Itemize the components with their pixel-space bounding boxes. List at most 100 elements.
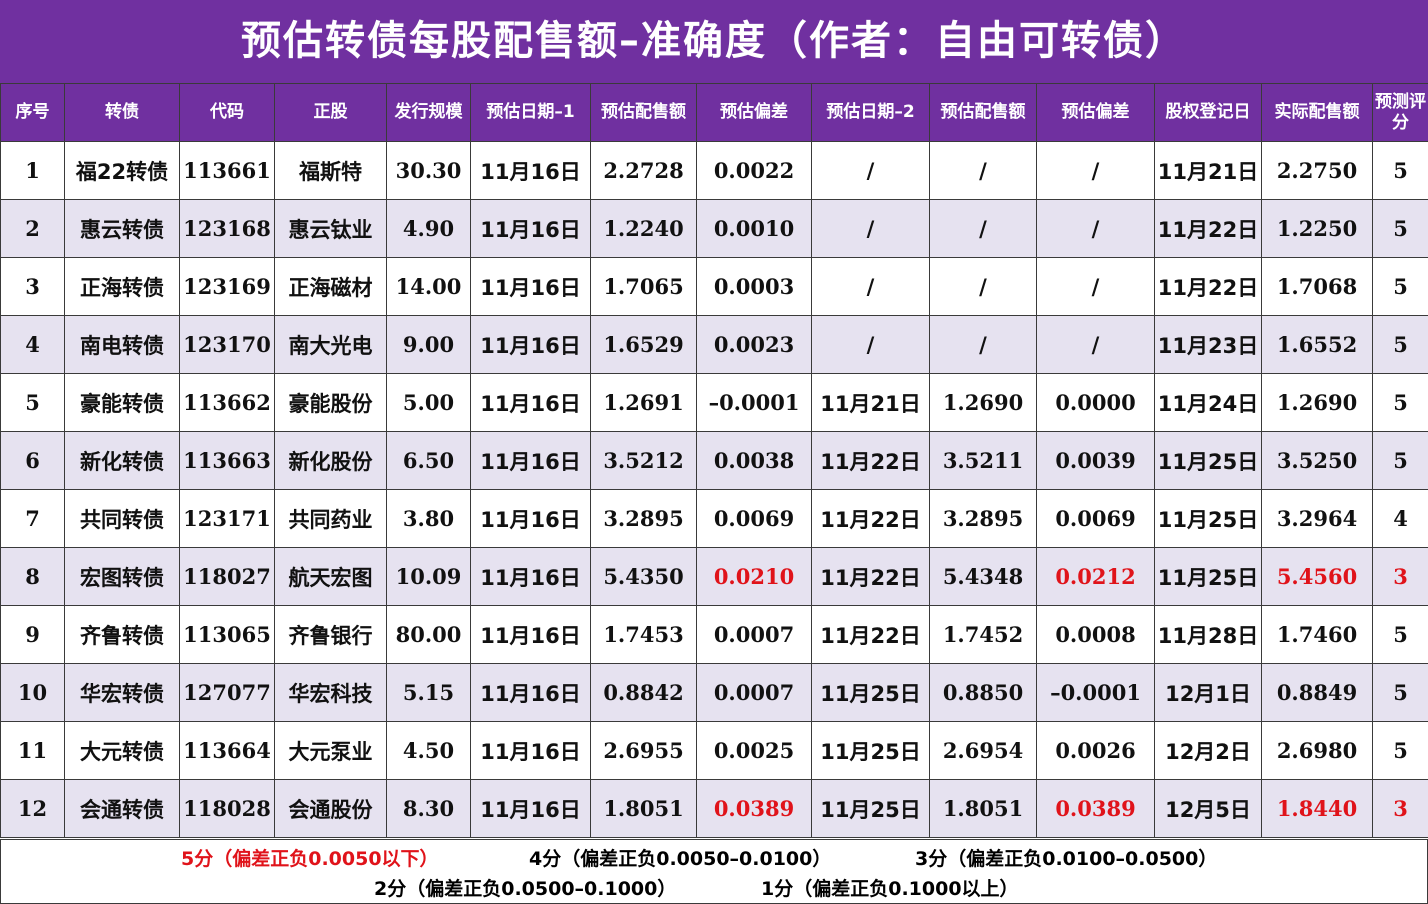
- table-cell: 11月22日: [1154, 257, 1262, 316]
- table-cell: 0.0025: [696, 721, 812, 780]
- table-cell: 1.8051: [590, 779, 697, 838]
- header-cell: 实际配售额: [1261, 83, 1373, 142]
- table-cell: 5: [1372, 199, 1428, 258]
- table-cell: 0.0023: [696, 315, 812, 374]
- table-cell: 0.0389: [696, 779, 812, 838]
- table-cell: 2.2728: [590, 141, 697, 200]
- table-cell: 新化股份: [274, 431, 387, 490]
- table-cell: /: [1036, 141, 1155, 200]
- table-cell: 福斯特: [274, 141, 387, 200]
- table-cell: /: [1036, 257, 1155, 316]
- table-cell: 123168: [179, 199, 275, 258]
- table-cell: 12月1日: [1154, 663, 1262, 722]
- table-cell: 11月16日: [470, 663, 591, 722]
- table-cell: 11月24日: [1154, 373, 1262, 432]
- table-cell: 8: [0, 547, 65, 606]
- table-row: 9 齐鲁转债 113065 齐鲁银行 80.00 11月16日 1.7453 0.0007 11…: [0, 605, 1428, 664]
- table-cell: 0.0008: [1036, 605, 1155, 664]
- table-cell: 0.0038: [696, 431, 812, 490]
- table-cell: 1.2250: [1261, 199, 1373, 258]
- table-cell: 9.00: [386, 315, 471, 374]
- table-cell: 10: [0, 663, 65, 722]
- table-cell: 118027: [179, 547, 275, 606]
- header-cell: 预估偏差: [696, 83, 812, 142]
- table-cell: 0.0022: [696, 141, 812, 200]
- table-cell: 5.4348: [929, 547, 1037, 606]
- header-cell: 预估配售额: [590, 83, 697, 142]
- table-cell: –0.0001: [696, 373, 812, 432]
- table-cell: 2.2750: [1261, 141, 1373, 200]
- table-cell: 11月22日: [811, 489, 930, 548]
- table-cell: 0.0039: [1036, 431, 1155, 490]
- table-cell: 11月21日: [1154, 141, 1262, 200]
- table-row: 3 正海转债 123169 正海磁材 14.00 11月16日 1.7065 0.0003//…: [0, 257, 1428, 316]
- table-cell: 0.0069: [696, 489, 812, 548]
- table-cell: 11月16日: [470, 373, 591, 432]
- table-cell: 11月25日: [811, 779, 930, 838]
- table-cell: 118028: [179, 779, 275, 838]
- table-cell: 0.0007: [696, 605, 812, 664]
- table-cell: 11月16日: [470, 199, 591, 258]
- table-cell: 3: [0, 257, 65, 316]
- table-cell: 5: [1372, 141, 1428, 200]
- table-cell: 10.09: [386, 547, 471, 606]
- table-cell: 正海转债: [64, 257, 180, 316]
- table-cell: 会通股份: [274, 779, 387, 838]
- table-cell: 5.4350: [590, 547, 697, 606]
- header-row: 序号 转债 代码 正股 发行规模 预估日期–1 预估配售额 预估偏差 预估日期–…: [0, 83, 1428, 142]
- table-cell: 正海磁材: [274, 257, 387, 316]
- table-cell: 0.0003: [696, 257, 812, 316]
- table-cell: 1.6529: [590, 315, 697, 374]
- table-body: 1 福22转债 113661 福斯特 30.30 11月16日 2.2728 0.0022//…: [0, 141, 1428, 838]
- table-cell: 11月16日: [470, 315, 591, 374]
- table-cell: 1.7453: [590, 605, 697, 664]
- table-cell: /: [811, 315, 930, 374]
- page-title: 预估转债每股配售额–准确度（作者：自由可转债）: [0, 0, 1428, 83]
- table-cell: 1.7452: [929, 605, 1037, 664]
- table-cell: 11月25日: [1154, 489, 1262, 548]
- header-cell: 预估日期–1: [470, 83, 591, 142]
- table-cell: 2.6954: [929, 721, 1037, 780]
- table-row: 6 新化转债 113663 新化股份 6.50 11月16日 3.5212 0.0038 11月…: [0, 431, 1428, 490]
- table-cell: 123171: [179, 489, 275, 548]
- table-cell: –0.0001: [1036, 663, 1155, 722]
- table-row: 7 共同转债 123171 共同药业 3.80 11月16日 3.2895 0.0069 11月…: [0, 489, 1428, 548]
- table-cell: 11月21日: [811, 373, 930, 432]
- table-cell: /: [929, 141, 1037, 200]
- table-cell: 0.0210: [696, 547, 812, 606]
- table-cell: /: [929, 199, 1037, 258]
- header-cell: 预估配售额: [929, 83, 1037, 142]
- header-cell: 正股: [274, 83, 387, 142]
- table-cell: 南电转债: [64, 315, 180, 374]
- table-cell: 11月16日: [470, 721, 591, 780]
- table-cell: 9: [0, 605, 65, 664]
- table-cell: 8.30: [386, 779, 471, 838]
- table-cell: 5: [1372, 721, 1428, 780]
- table-cell: 5.15: [386, 663, 471, 722]
- header-cell: 预估偏差: [1036, 83, 1155, 142]
- table-cell: 11月23日: [1154, 315, 1262, 374]
- table-cell: 0.0389: [1036, 779, 1155, 838]
- table-cell: 11月16日: [470, 489, 591, 548]
- table-cell: 123169: [179, 257, 275, 316]
- table-cell: 共同转债: [64, 489, 180, 548]
- table-cell: 12月2日: [1154, 721, 1262, 780]
- table-cell: 1.2691: [590, 373, 697, 432]
- table-cell: 4: [1372, 489, 1428, 548]
- table-cell: 5: [1372, 257, 1428, 316]
- table-cell: 113664: [179, 721, 275, 780]
- table-cell: 2: [0, 199, 65, 258]
- table-cell: 3.5250: [1261, 431, 1373, 490]
- table-cell: 3.80: [386, 489, 471, 548]
- table-cell: 大元泵业: [274, 721, 387, 780]
- table-cell: 127077: [179, 663, 275, 722]
- table-cell: 3: [1372, 547, 1428, 606]
- table-cell: 华宏科技: [274, 663, 387, 722]
- header-cell: 序号: [0, 83, 65, 142]
- table-cell: 5.4560: [1261, 547, 1373, 606]
- table-cell: /: [811, 257, 930, 316]
- table-cell: 新化转债: [64, 431, 180, 490]
- table-cell: 福22转债: [64, 141, 180, 200]
- table-row: 12 会通转债 118028 会通股份 8.30 11月16日 1.8051 0.0389 11…: [0, 779, 1428, 838]
